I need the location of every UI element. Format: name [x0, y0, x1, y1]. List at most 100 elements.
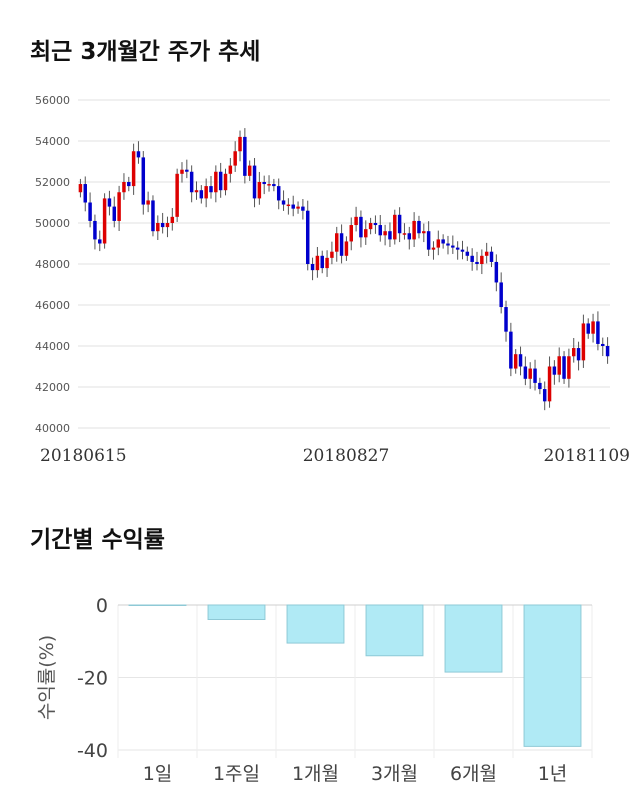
return-bar	[523, 604, 582, 747]
candle-body	[238, 136, 242, 152]
candle-body	[504, 307, 508, 332]
candle-body	[378, 225, 383, 236]
candle-body	[509, 331, 513, 369]
candle-body	[204, 186, 208, 199]
candle-body	[547, 366, 552, 402]
candle-body	[320, 255, 324, 269]
candle-body	[393, 214, 397, 240]
candle-body	[276, 186, 281, 201]
candle-body	[335, 233, 339, 252]
candle-body	[199, 190, 204, 199]
candle-body	[494, 261, 499, 283]
candle-body	[417, 220, 421, 234]
x-tick-label: 20180615	[40, 446, 127, 466]
candle-body	[281, 200, 286, 205]
candle-body	[513, 354, 518, 369]
candle-body	[364, 229, 368, 238]
candle-body	[407, 233, 412, 240]
candle-body	[397, 214, 402, 234]
candle-body	[339, 233, 344, 256]
candle-body	[107, 198, 112, 207]
candle-body	[489, 251, 494, 262]
y-tick-label: 0	[96, 595, 108, 617]
y-tick-label: 50000	[35, 217, 70, 230]
candle-body	[591, 321, 595, 334]
return-bar	[207, 604, 266, 620]
candle-body	[465, 251, 470, 256]
y-tick-label: 48000	[35, 258, 70, 271]
stock-price-candlestick-chart: 40000 42000 44000 46000 48000 50000 52000 54000…	[35, 94, 630, 466]
candle-body	[562, 356, 566, 379]
candle-body	[455, 247, 460, 250]
return-bar	[286, 604, 345, 644]
x-tick-label: 1일	[143, 763, 173, 785]
y-axis-label: 수익률(%)	[36, 635, 58, 720]
candle-body	[576, 348, 581, 361]
candle-body	[349, 225, 353, 242]
candle-body	[451, 245, 455, 248]
candle-body	[305, 210, 310, 264]
candle-body	[552, 366, 557, 375]
y-tick-label: -40	[77, 740, 108, 762]
candle-body	[131, 151, 136, 187]
candle-body	[233, 151, 237, 166]
candle-body	[160, 223, 165, 228]
candle-body	[475, 261, 479, 264]
x-tick-label: 20181109	[543, 446, 630, 466]
y-tick-label: 52000	[35, 176, 70, 189]
candle-body	[325, 257, 329, 269]
candle-body	[247, 165, 252, 176]
period-return-bar-chart: 0 -20 -40 1일 1주일 1개월 3개월 6개월 1년 수익률(%)	[36, 595, 593, 785]
candle-body	[571, 348, 576, 357]
candle-body	[446, 243, 450, 246]
candle-body	[117, 192, 121, 221]
candle-body	[228, 165, 233, 174]
candle-body	[542, 389, 547, 402]
candle-body	[499, 282, 503, 308]
candle-body	[426, 231, 431, 250]
y-tick-label: 46000	[35, 299, 70, 312]
candle-body	[252, 165, 257, 199]
candle-body	[180, 169, 184, 174]
y-tick-label: 54000	[35, 135, 70, 148]
candle-body	[310, 264, 315, 271]
candle-body	[402, 233, 407, 235]
candle-body	[441, 239, 445, 244]
candle-body	[538, 382, 542, 390]
candle-body	[214, 171, 218, 193]
candle-body	[93, 220, 97, 240]
candle-body	[141, 157, 146, 205]
candle-body	[194, 190, 199, 193]
candle-body	[185, 169, 189, 172]
candle-body	[267, 184, 271, 186]
candle-body	[301, 206, 305, 211]
candle-body	[412, 220, 416, 240]
candle-body	[533, 368, 537, 383]
x-tick-label: 1주일	[213, 763, 260, 785]
candle-body	[431, 247, 436, 250]
candle-body	[460, 249, 465, 252]
candle-body	[165, 223, 170, 228]
candle-body	[146, 200, 150, 205]
candle-body	[344, 241, 349, 256]
candle-body	[102, 198, 107, 244]
candle-body	[518, 354, 523, 367]
candle-body	[286, 204, 291, 207]
x-tick-label: 1개월	[292, 763, 339, 785]
candle-body	[175, 173, 179, 217]
y-tick-label: 56000	[35, 94, 70, 107]
candle-body	[480, 255, 484, 264]
candle-body	[586, 323, 590, 334]
x-tick-label: 1년	[538, 763, 568, 785]
candle-body	[484, 251, 489, 256]
candle-body	[601, 343, 605, 346]
candle-body	[330, 251, 334, 258]
candle-body	[262, 182, 266, 185]
return-bar	[128, 604, 187, 606]
candle-body	[272, 184, 276, 187]
candle-body	[98, 239, 102, 244]
y-tick-label: 42000	[35, 381, 70, 394]
candle-body	[557, 356, 561, 375]
candle-body	[368, 223, 373, 230]
candle-body	[436, 239, 441, 248]
